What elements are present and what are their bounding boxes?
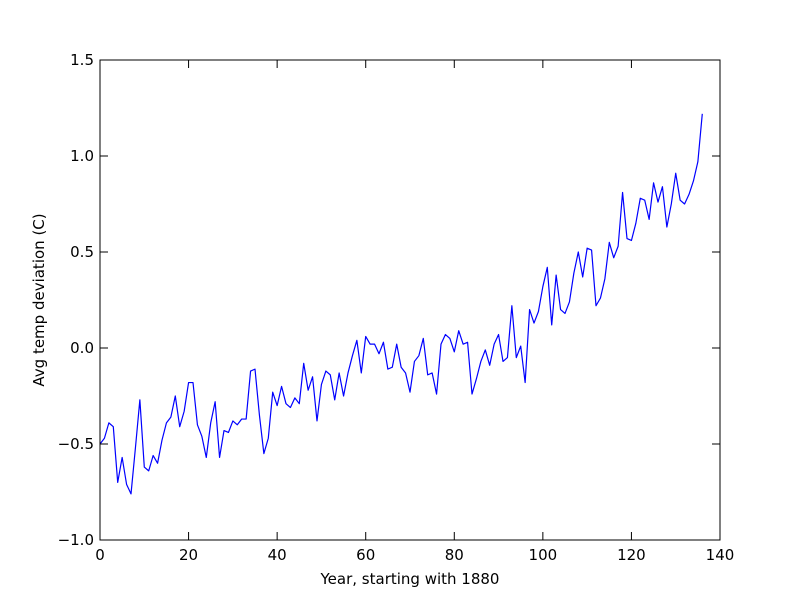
y-tick-label: 0.0 <box>70 339 94 357</box>
x-tick-label: 40 <box>268 546 287 564</box>
x-tick-label: 0 <box>95 546 105 564</box>
series-line-0 <box>99 113 703 495</box>
x-tick-label: 60 <box>356 546 375 564</box>
x-tick-label: 20 <box>179 546 198 564</box>
x-axis-label: Year, starting with 1880 <box>320 570 500 588</box>
x-tick-label: 80 <box>445 546 464 564</box>
series-layer <box>99 113 703 495</box>
y-tick-label: 1.0 <box>70 147 94 165</box>
x-tick-label: 100 <box>529 546 558 564</box>
y-tick-label: −0.5 <box>58 435 94 453</box>
y-tick-label: −1.0 <box>58 531 94 549</box>
ticks-layer: 0 20 40 60 80 100 120 140 −1.0 −0.5 0.0 0.5 1.0 1.5 <box>58 51 735 564</box>
y-tick-label: 0.5 <box>70 243 94 261</box>
plot-area <box>100 60 720 540</box>
y-tick-label: 1.5 <box>70 51 94 69</box>
plot-frame <box>99 59 721 541</box>
y-axis-label: Avg temp deviation (C) <box>30 213 48 386</box>
x-tick-label: 140 <box>706 546 735 564</box>
x-tick-label: 120 <box>617 546 646 564</box>
